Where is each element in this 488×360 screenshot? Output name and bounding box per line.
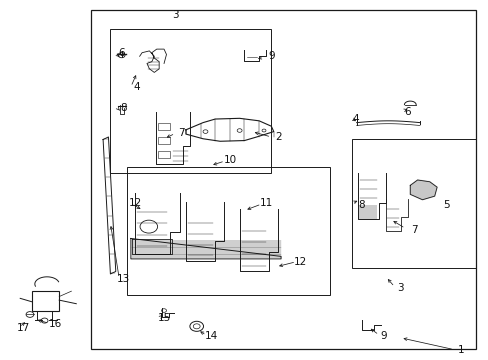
Text: 6: 6 (118, 48, 124, 58)
Text: 4: 4 (352, 114, 358, 124)
Bar (158, 151, 170, 158)
Text: 7: 7 (178, 129, 184, 138)
Text: 16: 16 (49, 319, 62, 329)
Text: 12: 12 (293, 257, 306, 267)
Bar (91, 10, 475, 348)
Text: 9: 9 (379, 331, 386, 341)
Text: 3: 3 (172, 10, 178, 20)
Bar (158, 137, 170, 144)
Bar (127, 167, 329, 295)
Text: 3: 3 (396, 283, 403, 293)
Text: 7: 7 (410, 225, 417, 235)
Text: 13: 13 (117, 274, 130, 284)
Bar (358, 205, 376, 219)
Text: 17: 17 (17, 323, 30, 333)
Bar (351, 139, 475, 268)
Text: 6: 6 (404, 107, 410, 117)
Bar (158, 123, 170, 130)
Text: 15: 15 (158, 313, 171, 323)
Text: 4: 4 (134, 82, 140, 92)
Text: 9: 9 (267, 51, 274, 61)
Text: 14: 14 (204, 331, 218, 341)
Text: 1: 1 (457, 345, 464, 355)
Text: 8: 8 (120, 103, 126, 113)
Text: 2: 2 (275, 132, 282, 142)
Bar (32, 291, 59, 311)
Text: 5: 5 (443, 200, 449, 210)
Bar (110, 30, 271, 173)
Text: 8: 8 (358, 200, 364, 210)
Text: 11: 11 (259, 198, 272, 208)
Text: 12: 12 (129, 198, 142, 208)
Text: 10: 10 (224, 155, 237, 165)
Polygon shape (409, 180, 436, 200)
